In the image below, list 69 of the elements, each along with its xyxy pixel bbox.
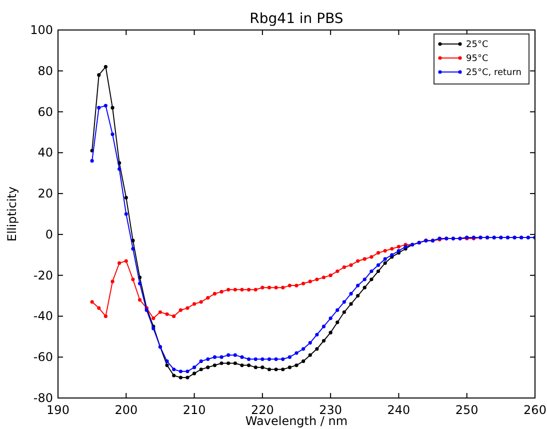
legend-label: 95°C	[466, 54, 488, 64]
y-tick-label: 0	[45, 227, 53, 242]
point	[288, 284, 292, 288]
point	[396, 244, 401, 249]
point	[199, 300, 203, 304]
point	[302, 282, 306, 286]
point	[97, 306, 101, 310]
point	[342, 265, 346, 269]
point	[226, 288, 230, 292]
y-tick-label: -40	[33, 309, 53, 324]
x-tick-label: 220	[250, 403, 274, 417]
point	[104, 314, 108, 318]
point	[254, 288, 258, 292]
point	[356, 259, 360, 263]
x-tick-label: 250	[455, 403, 478, 417]
point	[165, 312, 169, 316]
x-tick-label: 230	[319, 403, 342, 417]
point	[308, 280, 312, 284]
y-tick-label: -60	[33, 350, 53, 364]
point	[178, 308, 182, 312]
y-tick-label: 80	[38, 64, 53, 78]
point	[247, 288, 251, 292]
point	[212, 292, 217, 296]
y-tick-label: 40	[38, 146, 53, 160]
point	[281, 286, 285, 290]
point	[233, 288, 237, 292]
point	[390, 246, 394, 251]
point	[274, 286, 278, 290]
point	[124, 259, 128, 263]
point	[294, 284, 298, 288]
y-tick-label: 60	[38, 104, 53, 119]
y-axis-title: Ellipticity	[5, 186, 19, 242]
point	[158, 310, 162, 314]
y-tick-label: -20	[33, 268, 53, 282]
point	[220, 290, 224, 294]
point	[138, 298, 142, 302]
point	[315, 278, 319, 282]
point	[172, 314, 176, 318]
point	[206, 296, 210, 300]
point	[131, 278, 135, 282]
point	[383, 249, 387, 253]
x-tick-label: 190	[46, 403, 70, 417]
point	[90, 300, 94, 304]
point	[267, 286, 272, 290]
point	[186, 306, 190, 310]
x-tick-label: 240	[387, 403, 410, 417]
point	[362, 257, 366, 261]
point	[152, 316, 156, 320]
point	[376, 251, 380, 255]
point	[336, 269, 340, 274]
x-tick-label: 260	[524, 403, 546, 417]
point	[110, 280, 114, 284]
legend-label: 25°C	[466, 40, 488, 50]
x-tick-label: 200	[114, 403, 138, 417]
legend-label: 25°C, return	[466, 68, 522, 78]
point	[349, 263, 353, 267]
point	[370, 255, 374, 259]
point	[118, 261, 122, 265]
point	[328, 274, 332, 278]
y-tick-label: 20	[38, 186, 53, 201]
y-tick-label: -80	[33, 391, 53, 405]
point	[322, 276, 326, 280]
x-tick-label: 210	[182, 403, 206, 417]
point	[192, 302, 196, 306]
point	[260, 286, 264, 290]
point	[240, 288, 244, 292]
chart-title: Rbg41 in PBS	[250, 11, 344, 27]
y-tick-label: 100	[30, 23, 53, 37]
x-axis-title: Wavelength / nm	[245, 414, 348, 428]
